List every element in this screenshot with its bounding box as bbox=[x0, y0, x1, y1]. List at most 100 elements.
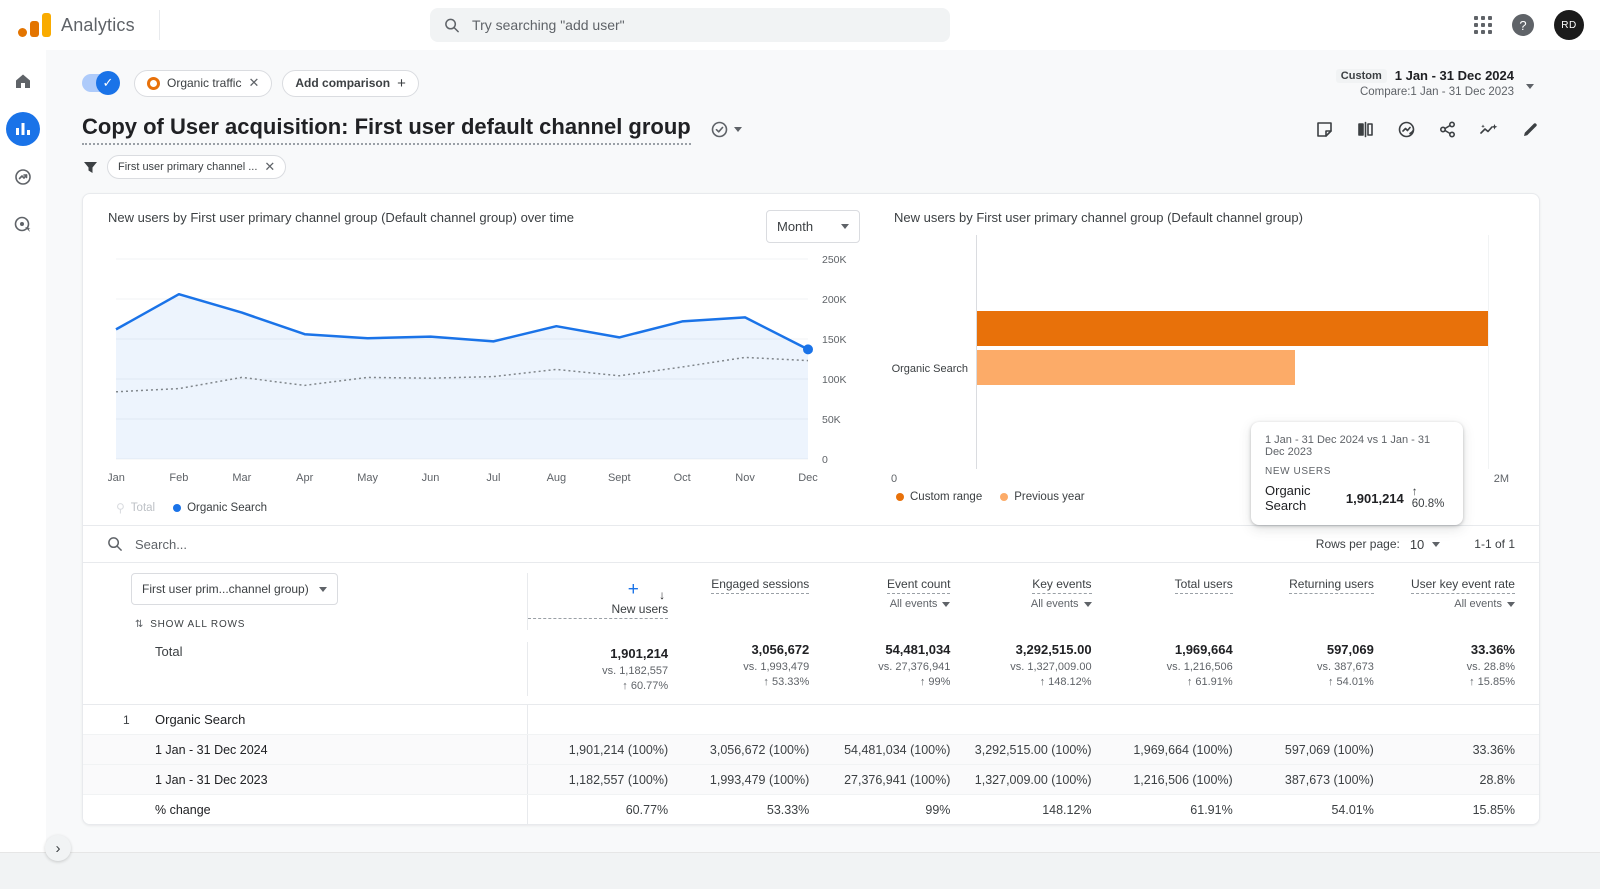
event-scope-select[interactable]: All events bbox=[890, 598, 951, 610]
row-index: 1 bbox=[123, 712, 130, 727]
benchmark-button[interactable] bbox=[1397, 120, 1416, 139]
insights-button[interactable] bbox=[1479, 120, 1499, 139]
table-row[interactable]: 1 Jan - 31 Dec 2024 1,901,214 (100%) 3,056… bbox=[83, 734, 1539, 764]
sidebar-item-home[interactable] bbox=[6, 64, 40, 98]
column-header-returning-users[interactable]: Returning users bbox=[1233, 573, 1374, 594]
value-cell: 54.01% bbox=[1331, 802, 1374, 817]
legend-item-total[interactable]: ⚲ Total bbox=[116, 501, 156, 515]
comparison-color-icon bbox=[147, 76, 160, 90]
dimension-select[interactable]: First user prim...channel group) bbox=[131, 573, 338, 605]
home-icon bbox=[16, 74, 30, 88]
bar-category-label: Organic Search bbox=[891, 363, 968, 375]
toggle-check-icon: ✓ bbox=[96, 71, 120, 95]
svg-text:Oct: Oct bbox=[674, 472, 691, 484]
value-cell: 53.33% bbox=[766, 802, 810, 817]
svg-text:May: May bbox=[357, 472, 378, 484]
svg-text:Apr: Apr bbox=[296, 472, 313, 484]
value-cell: 99% bbox=[925, 802, 951, 817]
legend-dot-icon bbox=[896, 493, 904, 501]
add-dimension-button[interactable]: + bbox=[627, 579, 639, 600]
remove-comparison-icon[interactable]: ✕ bbox=[248, 75, 260, 90]
column-header-engaged-sessions[interactable]: Engaged sessions bbox=[668, 573, 810, 594]
total-metric-cell: 3,292,515.00 vs. 1,327,009.00 ↑ 148.12% bbox=[1010, 642, 1092, 688]
table-search-input[interactable] bbox=[135, 536, 435, 552]
column-header-new-users[interactable]: ↓ New users bbox=[527, 573, 669, 630]
chevron-down-icon bbox=[733, 127, 742, 132]
date-range-text: 1 Jan - 31 Dec 2024 bbox=[1394, 68, 1514, 83]
total-metric-cell: 33.36% vs. 28.8% ↑ 15.85% bbox=[1466, 642, 1515, 688]
apps-grid-icon[interactable] bbox=[1474, 16, 1492, 34]
tooltip-value: 1,901,214 bbox=[1345, 490, 1404, 506]
legend-item-custom-range[interactable]: Custom range bbox=[896, 491, 982, 503]
filter-chip-label: First user primary channel ... bbox=[118, 161, 258, 173]
table-row-group[interactable]: 1 Organic Search bbox=[83, 704, 1539, 734]
column-header-user-key-event-rate[interactable]: User key event rate All events bbox=[1410, 577, 1515, 610]
line-chart-legend: ⚲ Total Organic Search bbox=[116, 501, 860, 515]
app-name: Analytics bbox=[61, 14, 135, 35]
compare-button[interactable] bbox=[1356, 120, 1375, 139]
table-total-row: Total 1,901,214 vs. 1,182,557 ↑ 60.77% 3,05… bbox=[83, 636, 1539, 704]
share-button[interactable] bbox=[1438, 120, 1457, 139]
expand-rows-icon: ⇅ bbox=[135, 619, 145, 630]
filter-funnel-icon bbox=[84, 161, 97, 173]
svg-text:Mar: Mar bbox=[232, 472, 251, 484]
comparison-bar: ✓ Organic traffic ✕ Add comparison + Cus… bbox=[46, 50, 1600, 98]
column-header-key-events[interactable]: Key events All events bbox=[1030, 577, 1092, 610]
sidebar-item-reports[interactable] bbox=[6, 112, 40, 146]
column-header-total-users[interactable]: Total users bbox=[1092, 573, 1233, 594]
svg-text:100K: 100K bbox=[822, 374, 847, 386]
comparison-toggle[interactable]: ✓ bbox=[82, 71, 120, 95]
main-content: ✓ Organic traffic ✕ Add comparison + Cus… bbox=[46, 50, 1600, 889]
legend-item-previous-year[interactable]: Previous year bbox=[1000, 491, 1085, 503]
add-comparison-button[interactable]: Add comparison + bbox=[282, 69, 419, 97]
table-row[interactable]: % change 60.77% 53.33% 99% 148.12% 61.91% 54.0… bbox=[83, 794, 1539, 824]
rows-per-page-select[interactable]: 10 bbox=[1410, 537, 1441, 552]
row-label: 1 Jan - 31 Dec 2024 bbox=[155, 742, 268, 757]
remove-filter-icon[interactable]: ✕ bbox=[264, 159, 276, 174]
plus-icon: + bbox=[397, 74, 406, 92]
bar-chart-title: New users by First user primary channel … bbox=[894, 210, 1303, 225]
total-metric-cell: 1,901,214 vs. 1,182,557 ↑ 60.77% bbox=[527, 642, 668, 696]
comparison-chip-organic-traffic[interactable]: Organic traffic ✕ bbox=[134, 69, 273, 97]
value-cell: 1,327,009.00 (100%) bbox=[974, 772, 1092, 787]
rows-per-page-label: Rows per page: bbox=[1315, 537, 1400, 551]
interval-select[interactable]: Month bbox=[766, 210, 860, 243]
check-circle-icon bbox=[711, 121, 728, 138]
sidebar-item-explore[interactable] bbox=[6, 160, 40, 194]
global-search[interactable] bbox=[430, 8, 950, 42]
logo-area[interactable]: Analytics bbox=[0, 10, 290, 40]
avatar[interactable]: RD bbox=[1554, 10, 1584, 40]
value-cell: 3,056,672 (100%) bbox=[709, 742, 810, 757]
edit-button[interactable] bbox=[1521, 120, 1540, 139]
notes-button[interactable] bbox=[1315, 120, 1334, 139]
help-icon[interactable]: ? bbox=[1512, 14, 1534, 36]
bar-custom-range[interactable] bbox=[977, 311, 1489, 346]
event-scope-select[interactable]: All events bbox=[1031, 598, 1092, 610]
legend-item-organic-search[interactable]: Organic Search bbox=[173, 502, 267, 514]
report-card: New users by First user primary channel … bbox=[82, 193, 1540, 825]
total-metric-cell: 1,969,664 vs. 1,216,506 ↑ 61.91% bbox=[1166, 642, 1233, 688]
date-range-picker[interactable]: Custom 1 Jan - 31 Dec 2024 Compare:1 Jan… bbox=[1335, 68, 1540, 98]
expand-panel-button[interactable]: › bbox=[45, 835, 71, 861]
value-cell: 1,969,664 (100%) bbox=[1133, 742, 1233, 757]
filter-chip[interactable]: First user primary channel ... ✕ bbox=[107, 155, 287, 179]
svg-text:200K: 200K bbox=[822, 294, 847, 306]
top-app-bar: Analytics ? RD bbox=[0, 0, 1600, 50]
table-row[interactable]: 1 Jan - 31 Dec 2023 1,182,557 (100%) 1,993… bbox=[83, 764, 1539, 794]
sidebar-item-advertising[interactable] bbox=[6, 208, 40, 242]
global-search-input[interactable] bbox=[472, 17, 936, 33]
report-header: Copy of User acquisition: First user def… bbox=[46, 98, 1600, 145]
legend-dot-icon bbox=[1000, 493, 1009, 501]
page-title[interactable]: Copy of User acquisition: First user def… bbox=[82, 114, 691, 145]
report-status-button[interactable] bbox=[702, 117, 750, 142]
total-label: Total bbox=[155, 644, 183, 659]
bar-previous-year[interactable] bbox=[977, 350, 1296, 385]
svg-text:Dec: Dec bbox=[798, 472, 818, 484]
chevron-down-icon bbox=[1432, 541, 1441, 547]
column-header-event-count[interactable]: Event count All events bbox=[887, 577, 951, 610]
value-cell: 60.77% bbox=[527, 795, 668, 824]
event-scope-select[interactable]: All events bbox=[1454, 598, 1515, 610]
table-toolbar: Rows per page: 10 1-1 of 1 bbox=[83, 525, 1539, 562]
show-all-rows-button[interactable]: ⇅ SHOW ALL ROWS bbox=[135, 619, 246, 630]
bar-chart-tooltip: 1 Jan - 31 Dec 2024 vs 1 Jan - 31 Dec 20… bbox=[1251, 422, 1463, 525]
